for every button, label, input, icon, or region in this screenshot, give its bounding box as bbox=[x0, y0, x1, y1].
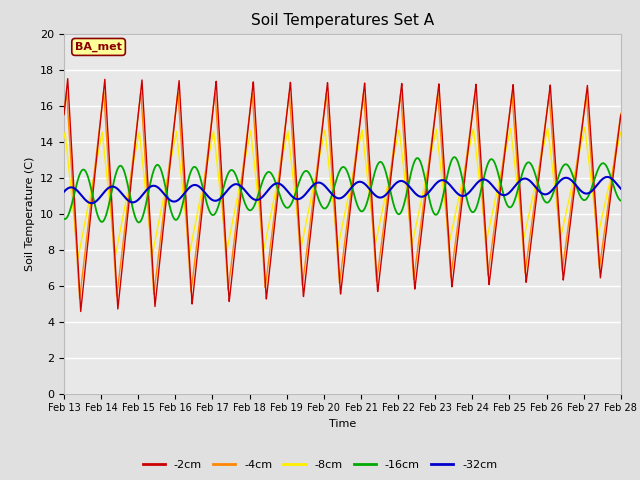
Title: Soil Temperatures Set A: Soil Temperatures Set A bbox=[251, 13, 434, 28]
X-axis label: Time: Time bbox=[329, 419, 356, 429]
Text: BA_met: BA_met bbox=[75, 42, 122, 52]
Legend: -2cm, -4cm, -8cm, -16cm, -32cm: -2cm, -4cm, -8cm, -16cm, -32cm bbox=[138, 456, 502, 474]
Y-axis label: Soil Temperature (C): Soil Temperature (C) bbox=[24, 156, 35, 271]
